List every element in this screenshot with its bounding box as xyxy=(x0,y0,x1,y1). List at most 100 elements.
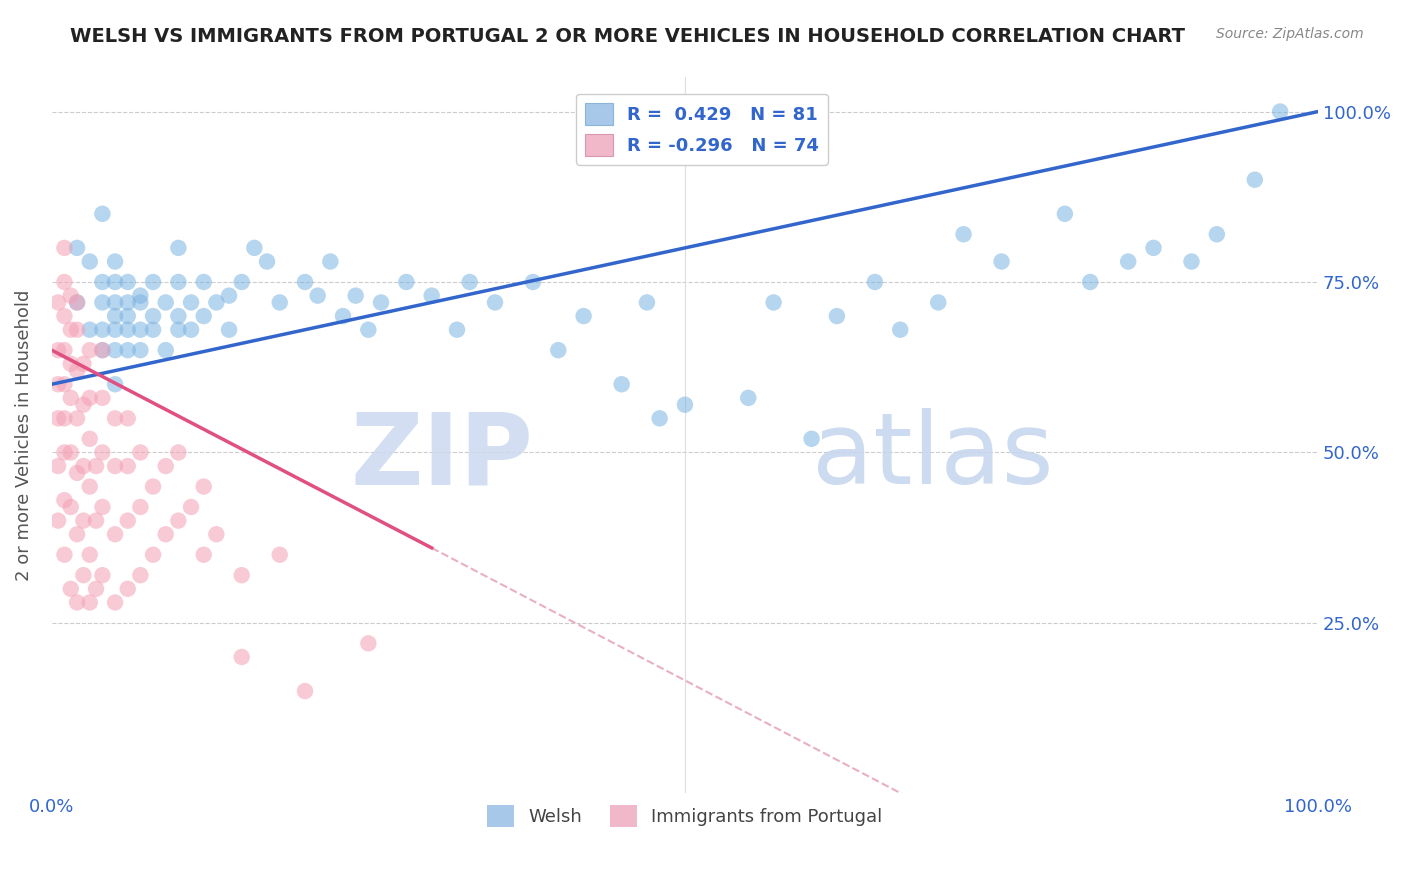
Point xyxy=(84,514,107,528)
Point xyxy=(79,254,101,268)
Point xyxy=(800,432,823,446)
Point xyxy=(104,459,127,474)
Point xyxy=(91,568,114,582)
Point xyxy=(129,343,152,358)
Point xyxy=(53,275,76,289)
Point xyxy=(59,288,82,302)
Point xyxy=(167,445,190,459)
Point xyxy=(79,343,101,358)
Point xyxy=(117,323,139,337)
Point xyxy=(59,500,82,514)
Point xyxy=(484,295,506,310)
Point xyxy=(104,595,127,609)
Point xyxy=(53,445,76,459)
Point xyxy=(91,275,114,289)
Point xyxy=(66,363,89,377)
Point xyxy=(91,323,114,337)
Point xyxy=(46,295,69,310)
Point xyxy=(522,275,544,289)
Point xyxy=(66,466,89,480)
Point xyxy=(231,568,253,582)
Point xyxy=(91,343,114,358)
Point xyxy=(458,275,481,289)
Point xyxy=(129,445,152,459)
Point xyxy=(193,275,215,289)
Point xyxy=(84,459,107,474)
Point xyxy=(636,295,658,310)
Point xyxy=(420,288,443,302)
Point xyxy=(104,411,127,425)
Point xyxy=(193,309,215,323)
Point xyxy=(117,459,139,474)
Point xyxy=(53,411,76,425)
Point xyxy=(129,295,152,310)
Point xyxy=(952,227,974,242)
Point xyxy=(370,295,392,310)
Point xyxy=(1243,172,1265,186)
Point xyxy=(231,650,253,665)
Point xyxy=(117,514,139,528)
Point xyxy=(167,514,190,528)
Point xyxy=(142,309,165,323)
Legend: Welsh, Immigrants from Portugal: Welsh, Immigrants from Portugal xyxy=(481,798,890,834)
Point xyxy=(104,254,127,268)
Point xyxy=(91,445,114,459)
Point xyxy=(825,309,848,323)
Point xyxy=(104,343,127,358)
Text: WELSH VS IMMIGRANTS FROM PORTUGAL 2 OR MORE VEHICLES IN HOUSEHOLD CORRELATION CH: WELSH VS IMMIGRANTS FROM PORTUGAL 2 OR M… xyxy=(70,27,1185,45)
Point xyxy=(79,432,101,446)
Point xyxy=(46,411,69,425)
Point xyxy=(91,295,114,310)
Point xyxy=(167,309,190,323)
Point xyxy=(180,295,202,310)
Point xyxy=(155,527,177,541)
Point xyxy=(79,479,101,493)
Point xyxy=(53,343,76,358)
Point xyxy=(91,343,114,358)
Point xyxy=(72,459,94,474)
Point xyxy=(72,514,94,528)
Point xyxy=(104,377,127,392)
Point xyxy=(59,357,82,371)
Point xyxy=(193,548,215,562)
Point xyxy=(66,241,89,255)
Point xyxy=(1180,254,1202,268)
Point xyxy=(117,582,139,596)
Point xyxy=(53,548,76,562)
Point xyxy=(117,295,139,310)
Point xyxy=(53,493,76,508)
Point xyxy=(104,275,127,289)
Point xyxy=(218,288,240,302)
Point xyxy=(46,459,69,474)
Point xyxy=(129,323,152,337)
Point xyxy=(66,295,89,310)
Point xyxy=(59,582,82,596)
Point xyxy=(1205,227,1227,242)
Point xyxy=(104,527,127,541)
Point xyxy=(104,309,127,323)
Point xyxy=(547,343,569,358)
Point xyxy=(104,323,127,337)
Point xyxy=(256,254,278,268)
Point xyxy=(990,254,1012,268)
Point xyxy=(269,548,291,562)
Point xyxy=(117,343,139,358)
Point xyxy=(307,288,329,302)
Point xyxy=(1116,254,1139,268)
Point xyxy=(66,411,89,425)
Point xyxy=(79,391,101,405)
Point xyxy=(927,295,949,310)
Point xyxy=(205,295,228,310)
Point xyxy=(129,568,152,582)
Point xyxy=(193,479,215,493)
Point xyxy=(117,309,139,323)
Point xyxy=(117,275,139,289)
Point xyxy=(889,323,911,337)
Point xyxy=(648,411,671,425)
Point xyxy=(357,636,380,650)
Point xyxy=(294,684,316,698)
Point xyxy=(129,500,152,514)
Point xyxy=(269,295,291,310)
Point xyxy=(673,398,696,412)
Point xyxy=(332,309,354,323)
